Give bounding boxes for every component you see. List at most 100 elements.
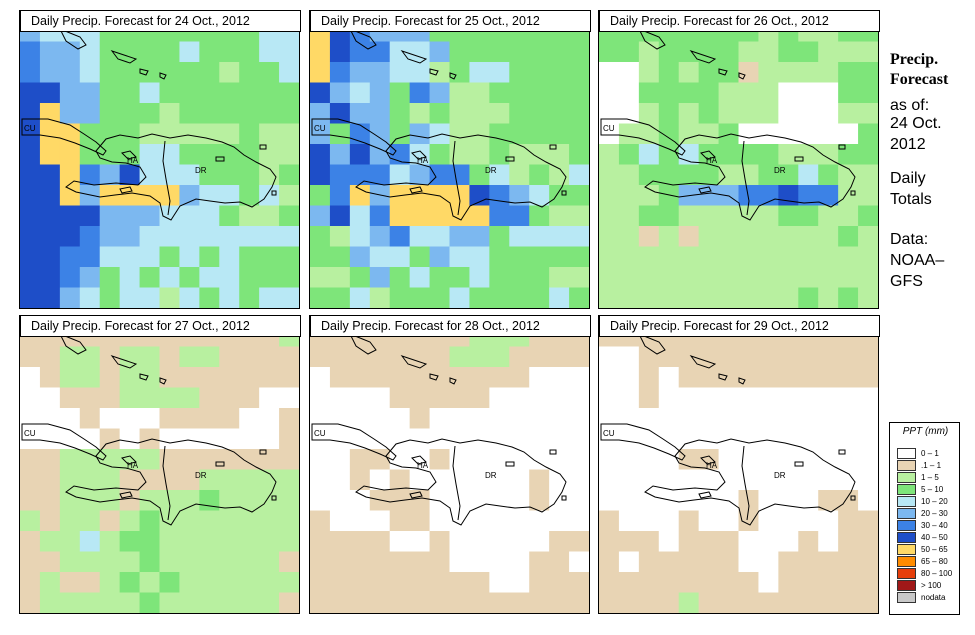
precip-cell [778, 551, 799, 573]
precip-cell [838, 408, 859, 430]
precip-cell [469, 246, 490, 268]
precip-cell [79, 246, 101, 268]
precip-cell [738, 246, 760, 268]
precip-cell [20, 408, 41, 430]
precip-cell [618, 346, 640, 368]
precip-cell [239, 428, 260, 450]
precip-cell [449, 408, 471, 430]
precip-cell [678, 346, 700, 368]
precip-cell [838, 205, 859, 227]
precip-cell [20, 246, 41, 268]
precip-cell [638, 469, 660, 491]
precip-cell [179, 226, 200, 248]
precip-cell [698, 531, 720, 553]
precip-cell [718, 226, 740, 248]
precip-cell [99, 531, 121, 553]
precip-cell [818, 205, 839, 227]
precip-cell [389, 226, 411, 248]
precip-cell [698, 428, 720, 450]
precip-cell [59, 103, 81, 125]
coastline-outline [644, 133, 856, 221]
precip-cell [20, 531, 41, 553]
precip-cell [409, 123, 431, 145]
precip-cell [239, 82, 260, 104]
precip-cell [778, 267, 799, 289]
precip-cell [718, 205, 740, 227]
precip-cell [569, 144, 589, 166]
precip-cell [259, 428, 280, 450]
precip-cell [798, 205, 819, 227]
precip-cell [349, 531, 371, 553]
country-label-dr: DR [485, 166, 497, 175]
precip-cell [599, 510, 620, 532]
precip-cell [79, 572, 101, 594]
precip-cell [219, 408, 240, 430]
precip-cell [838, 572, 859, 594]
precip-cell [818, 185, 839, 207]
legend-label: 1 – 5 [921, 473, 939, 482]
precip-cell [758, 469, 779, 491]
precip-cell [698, 510, 720, 532]
coastline-outline [600, 118, 686, 156]
precip-cell [159, 592, 181, 613]
side-heading-line1: Precip. [890, 51, 939, 68]
precip-cell [569, 164, 589, 186]
precip-cell [469, 82, 490, 104]
legend-label: nodata [921, 593, 946, 602]
precip-cell [658, 408, 680, 430]
precip-cell [259, 551, 280, 573]
coastline-outline [215, 156, 225, 162]
precip-cell [529, 469, 550, 491]
precip-cell [159, 123, 181, 145]
legend-item: 50 – 65 [897, 544, 959, 556]
legend-item: 0 – 1 [897, 448, 959, 460]
precip-cell [469, 185, 490, 207]
precip-cell [349, 387, 371, 409]
precip-cell [39, 205, 61, 227]
totals-label: Totals [890, 191, 932, 208]
precip-cell [369, 531, 391, 553]
precip-cell [658, 449, 680, 471]
precip-cell [279, 144, 299, 166]
precip-cell [349, 572, 371, 594]
precip-cell [569, 510, 589, 532]
precip-cell [449, 246, 471, 268]
precip-map-oct-28: CU HA DR [310, 326, 589, 613]
precip-cell [758, 551, 779, 573]
precip-cell [678, 123, 700, 145]
precip-cell [39, 367, 61, 389]
precip-cell [858, 387, 878, 409]
precip-cell [369, 469, 391, 491]
precip-cell [549, 367, 570, 389]
precip-cell [678, 41, 700, 63]
precip-cell [310, 205, 331, 227]
precip-cell [369, 428, 391, 450]
precip-cell [738, 346, 760, 368]
data-label: Data: [890, 231, 929, 248]
precip-cell [199, 226, 220, 248]
precip-cell [329, 226, 351, 248]
coastline-outline [850, 190, 856, 196]
precip-cell [199, 205, 220, 227]
precip-cell [549, 246, 570, 268]
coastline-outline [159, 72, 167, 80]
precip-cell [718, 41, 740, 63]
precip-cell [139, 41, 161, 63]
precip-cell [618, 367, 640, 389]
precip-cell [778, 510, 799, 532]
country-label-ha: HA [417, 156, 429, 165]
precip-cell [449, 123, 471, 145]
precip-cell [219, 205, 240, 227]
precip-cell [259, 164, 280, 186]
precip-cell [369, 387, 391, 409]
precip-cell [469, 387, 490, 409]
precip-cell [858, 490, 878, 512]
precip-cell [79, 408, 101, 430]
precip-cell [778, 205, 799, 227]
precip-cell [838, 41, 859, 63]
precip-cell [409, 144, 431, 166]
precip-cell [618, 572, 640, 594]
precip-cell [698, 449, 720, 471]
precip-cell [279, 592, 299, 613]
precip-cell [79, 287, 101, 308]
